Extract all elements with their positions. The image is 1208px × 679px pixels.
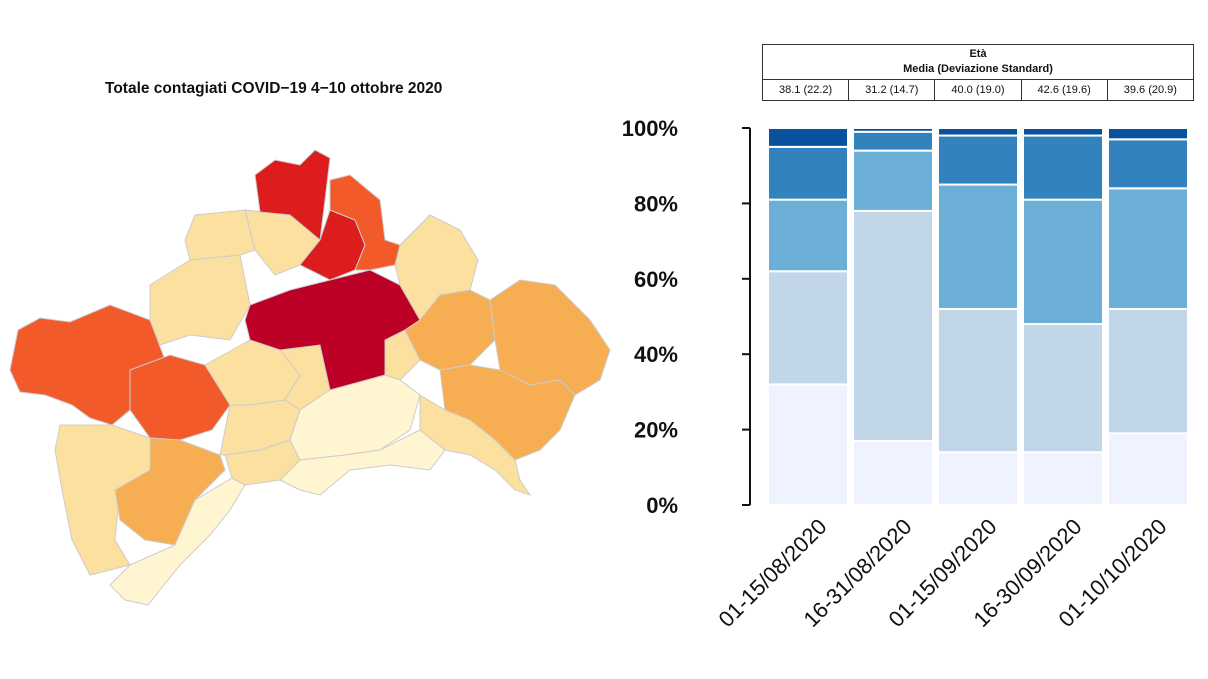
map-title: Totale contagiati COVID−19 4−10 ottobre … — [105, 80, 443, 97]
bar-segment — [852, 149, 934, 212]
y-tick-label: 80% — [634, 191, 678, 216]
y-tick-label: 0% — [646, 493, 678, 518]
bar-segment — [1107, 432, 1189, 506]
age-cell: 42.6 (19.6) — [1020, 79, 1108, 101]
bar-segment — [1022, 451, 1104, 506]
district-porto — [279, 429, 446, 496]
bar-segment — [767, 198, 849, 273]
bar-segment — [937, 134, 1019, 186]
district-scampia — [244, 269, 421, 391]
bar-segment — [937, 451, 1019, 506]
y-tick-label: 60% — [634, 267, 678, 292]
y-tick-label: 40% — [634, 342, 678, 367]
district-posillipo — [54, 424, 151, 576]
district-piscinola — [254, 149, 331, 241]
bar-segment — [1022, 323, 1104, 454]
bar-segment — [937, 307, 1019, 454]
district-fuorigrotta — [129, 354, 231, 441]
district-san-pietro — [394, 214, 479, 321]
map-districts — [9, 149, 611, 606]
age-cell: 31.2 (14.7) — [848, 79, 936, 101]
bar-segment — [767, 383, 849, 506]
bar-segment — [937, 183, 1019, 310]
y-tick-label: 20% — [634, 418, 678, 443]
y-tick-label: 100% — [622, 116, 678, 141]
age-table: Età Media (Deviazione Standard) 38.1 (22… — [761, 44, 1195, 101]
bar-segment — [937, 127, 1019, 137]
district-secondigliano — [329, 174, 401, 271]
bar-segment — [767, 145, 849, 201]
bar-segment — [767, 270, 849, 386]
bar-segment — [1107, 127, 1189, 141]
bar-segment — [767, 127, 849, 148]
stacked-bar-chart: 0%20%40%60%80%100%01-15/08/202016-31/08/… — [622, 116, 1189, 632]
age-cell: 39.6 (20.9) — [1106, 79, 1195, 101]
bar-segment — [852, 127, 934, 133]
bar-segment — [852, 439, 934, 506]
district-san-giovanni — [419, 394, 532, 496]
district-pianura — [184, 209, 256, 261]
choropleth-map — [9, 149, 611, 606]
bar-segment — [852, 130, 934, 152]
bar-segment — [1107, 138, 1189, 190]
age-header-line2: Media (Deviazione Standard) — [903, 63, 1053, 75]
bar-segment — [852, 209, 934, 442]
district-barra — [489, 279, 611, 396]
district-poggioreale — [404, 289, 496, 371]
bar-segment — [1107, 187, 1189, 310]
bar-segment — [1022, 198, 1104, 326]
age-cell: 38.1 (22.2) — [761, 79, 850, 101]
bar-segment — [1022, 134, 1104, 201]
age-header-line1: Età — [969, 48, 987, 60]
bar-segment — [1107, 307, 1189, 435]
bar-segment — [1022, 127, 1104, 137]
district-soccavo — [149, 254, 251, 346]
age-table-header: Età Media (Deviazione Standard) — [762, 44, 1194, 80]
age-cell: 40.0 (19.0) — [934, 79, 1022, 101]
